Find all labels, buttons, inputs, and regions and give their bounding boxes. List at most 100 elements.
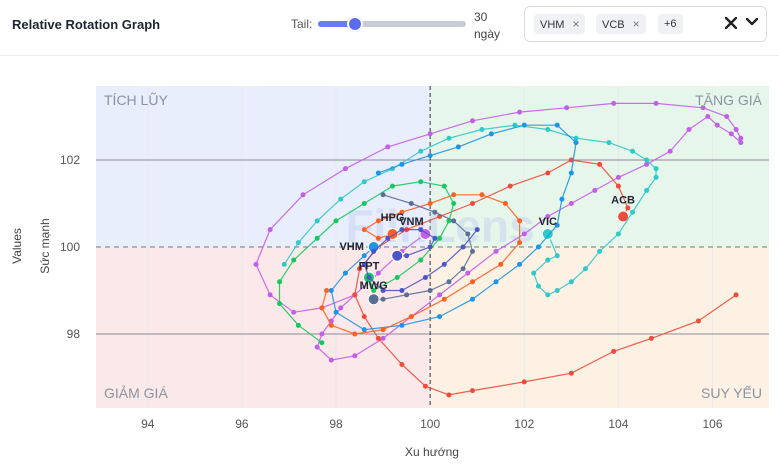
slider-thumb[interactable] [347, 16, 363, 32]
series-point [380, 296, 386, 302]
series-label: VHM [339, 241, 363, 253]
series-point [531, 270, 537, 276]
series-point [470, 200, 476, 206]
series-point [517, 240, 523, 246]
series-point [630, 148, 636, 154]
series-point [314, 235, 320, 241]
series-point [493, 279, 499, 285]
series-point [361, 261, 367, 267]
series-point [328, 288, 334, 294]
series-label: VIC [539, 216, 557, 228]
series-point [375, 170, 381, 176]
series-point [493, 248, 499, 254]
series-point [394, 274, 400, 280]
series-point [324, 288, 330, 294]
series-point [328, 357, 334, 363]
series-point [498, 261, 504, 267]
series-point [460, 244, 466, 250]
quadrant-bottom-right [430, 247, 769, 408]
series-point [277, 279, 283, 285]
page-title: Relative Rotation Graph [12, 17, 161, 32]
series-point [432, 235, 438, 241]
chip-remove-icon[interactable]: × [632, 17, 640, 31]
series-point [338, 305, 344, 311]
x-tick-label: 100 [420, 417, 440, 431]
series-point [568, 370, 574, 376]
series-point [380, 335, 386, 341]
series-point [644, 187, 650, 193]
series-point [502, 200, 508, 206]
series-point [291, 309, 297, 315]
x-icon[interactable] [724, 13, 738, 34]
series-point [385, 235, 391, 241]
series-point [535, 244, 541, 250]
y-tick-label: 100 [60, 240, 80, 254]
series-point [352, 353, 358, 359]
series-point [371, 288, 377, 294]
slider-track [318, 21, 466, 27]
series-point [418, 257, 424, 263]
series-point [319, 305, 325, 311]
series-point [470, 296, 476, 302]
series-point [314, 344, 320, 350]
tail-value: 30 ngày [474, 9, 500, 43]
x-tick-label: 98 [329, 417, 343, 431]
more-chips-badge[interactable]: +6 [658, 14, 683, 34]
series-point [705, 113, 711, 119]
quadrant-bottom-left [96, 247, 431, 408]
rrg-chart: FiinLens TÍCH LŨY TĂNG GIÁ GIẢM GIÁ SUY … [10, 86, 769, 459]
series-point [361, 200, 367, 206]
series-point [521, 379, 527, 385]
series-point [597, 248, 603, 254]
series-point [724, 113, 730, 119]
series-point [554, 253, 560, 259]
series-point [545, 214, 551, 220]
series-labels: VNM ACB VIC VHM HPG FPT MWG [339, 195, 635, 293]
x-tick-label: 102 [514, 417, 534, 431]
series-point [451, 218, 457, 224]
y-tick-label: 102 [60, 153, 80, 167]
series-line [278, 181, 455, 344]
chip-vcb: VCB × [596, 14, 646, 34]
chart-header: Relative Rotation Graph Tail: 30 ngày VH… [0, 0, 779, 56]
series-point [507, 183, 513, 189]
series-point [545, 170, 551, 176]
series-point [545, 292, 551, 298]
series-point [615, 231, 621, 237]
series-point [733, 292, 739, 298]
series-point [404, 253, 410, 259]
series-point [333, 309, 339, 315]
series-point [611, 100, 617, 106]
quadrant-labels: TÍCH LŨY TĂNG GIÁ GIẢM GIÁ SUY YẾU [104, 92, 763, 401]
series-line [363, 229, 478, 292]
series-fpt [277, 179, 457, 346]
series-point [470, 388, 476, 394]
series-point [319, 340, 325, 346]
series-point [648, 335, 654, 341]
series-point [267, 292, 273, 298]
series-point [535, 283, 541, 289]
series-point [389, 183, 395, 189]
series-point [375, 270, 381, 276]
series-point [422, 274, 428, 280]
quadrant-top-left [96, 86, 431, 247]
series-point [437, 292, 443, 298]
series-point [479, 127, 485, 133]
series-point [592, 187, 598, 193]
series-point [479, 192, 485, 198]
chip-remove-icon[interactable]: × [572, 17, 580, 31]
series-vhm [328, 122, 579, 333]
tail-slider[interactable] [318, 16, 466, 32]
series-point [342, 270, 348, 276]
series-point [422, 383, 428, 389]
series-point [615, 183, 621, 189]
series-point [277, 301, 283, 307]
symbol-selector[interactable]: VHM × VCB × +6 [524, 6, 767, 42]
series-point [352, 331, 358, 337]
series-point [644, 161, 650, 167]
chip-label: VHM [540, 19, 565, 31]
series-point [714, 122, 720, 128]
chevron-down-icon[interactable] [745, 15, 759, 29]
series-label: FPT [359, 260, 380, 272]
series-label: VNM [399, 216, 423, 228]
